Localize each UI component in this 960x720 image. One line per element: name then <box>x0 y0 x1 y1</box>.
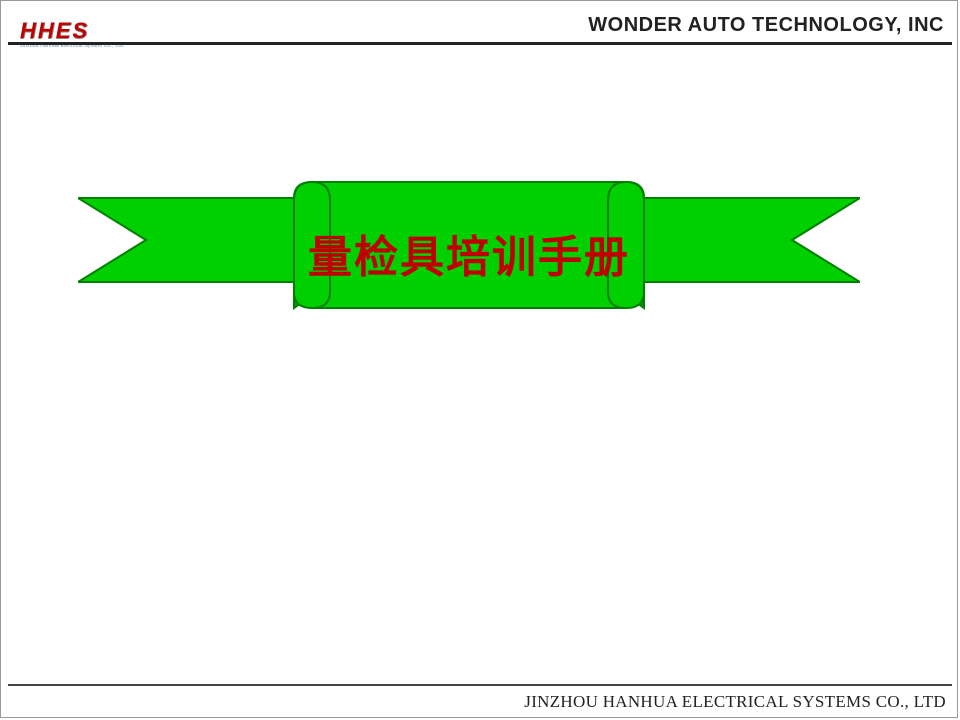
header-divider <box>8 42 952 45</box>
slide-title: 量检具培训手册 <box>308 221 630 285</box>
header-company-title: WONDER AUTO TECHNOLOGY, INC <box>588 14 944 37</box>
logo-main-text: HHES <box>20 20 110 42</box>
slide-border <box>0 0 958 718</box>
ribbon-right-tail <box>644 198 860 282</box>
header: HHES Jinzhou Hanhua Electrical System Co… <box>0 0 960 48</box>
footer-company-text: JINZHOU HANHUA ELECTRICAL SYSTEMS CO., L… <box>524 692 946 712</box>
title-banner: 量检具培训手册 <box>78 180 860 320</box>
ribbon-left-tail <box>78 198 294 282</box>
footer-divider <box>8 684 952 686</box>
